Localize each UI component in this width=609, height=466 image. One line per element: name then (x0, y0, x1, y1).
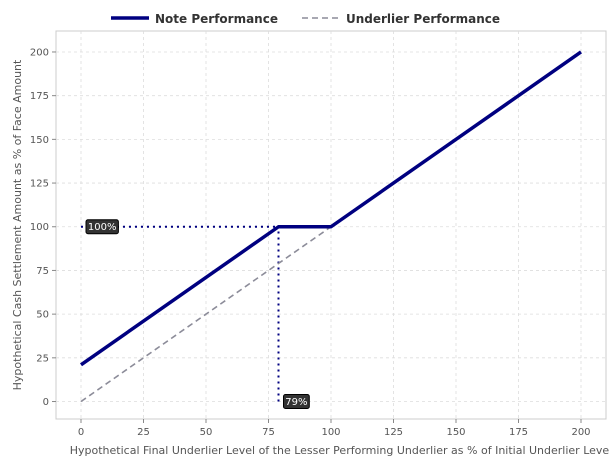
legend-label-note-performance: Note Performance (155, 12, 278, 26)
series-line-note-performance (79, 50, 583, 367)
y-tick-label: 125 (30, 179, 49, 190)
y-tick-label: 0 (43, 397, 49, 408)
y-tick-label: 100 (30, 222, 49, 233)
annotation-box (85, 219, 119, 235)
x-tick-label: 0 (78, 427, 84, 438)
x-tick-label: 150 (446, 427, 465, 438)
y-tick-label: 75 (36, 266, 49, 277)
y-axis-ticks: 0 25 50 75 100 125 150 175 200 (30, 47, 56, 408)
y-tick-label: 150 (30, 135, 49, 146)
x-tick-label: 125 (384, 427, 403, 438)
legend-label-underlier-performance: Underlier Performance (346, 12, 500, 26)
x-axis-ticks: 0 25 50 75 100 125 150 175 200 (78, 419, 591, 438)
annotation-100pct: 100% (85, 219, 119, 235)
guide-lines (81, 225, 280, 402)
annotation-label: 79% (285, 397, 307, 408)
series-layer (79, 50, 583, 403)
y-tick-label: 175 (30, 91, 49, 102)
x-tick-label: 50 (200, 427, 213, 438)
legend: Note Performance Underlier Performance (111, 12, 500, 26)
annotation-79pct: 79% (283, 394, 310, 410)
x-tick-label: 75 (262, 427, 275, 438)
x-tick-label: 200 (571, 427, 590, 438)
annotation-box (283, 394, 310, 410)
y-axis-label: Hypothetical Cash Settlement Amount as %… (11, 59, 24, 390)
y-tick-label: 50 (36, 310, 49, 321)
annotation-layer: 100% 79% (85, 219, 310, 410)
y-tick-label: 25 (36, 353, 49, 364)
y-tick-label: 200 (30, 47, 49, 58)
x-tick-label: 175 (509, 427, 528, 438)
x-tick-label: 100 (321, 427, 340, 438)
annotation-label: 100% (88, 222, 117, 233)
x-axis-label: Hypothetical Final Underlier Level of th… (70, 444, 609, 457)
x-tick-label: 25 (137, 427, 150, 438)
